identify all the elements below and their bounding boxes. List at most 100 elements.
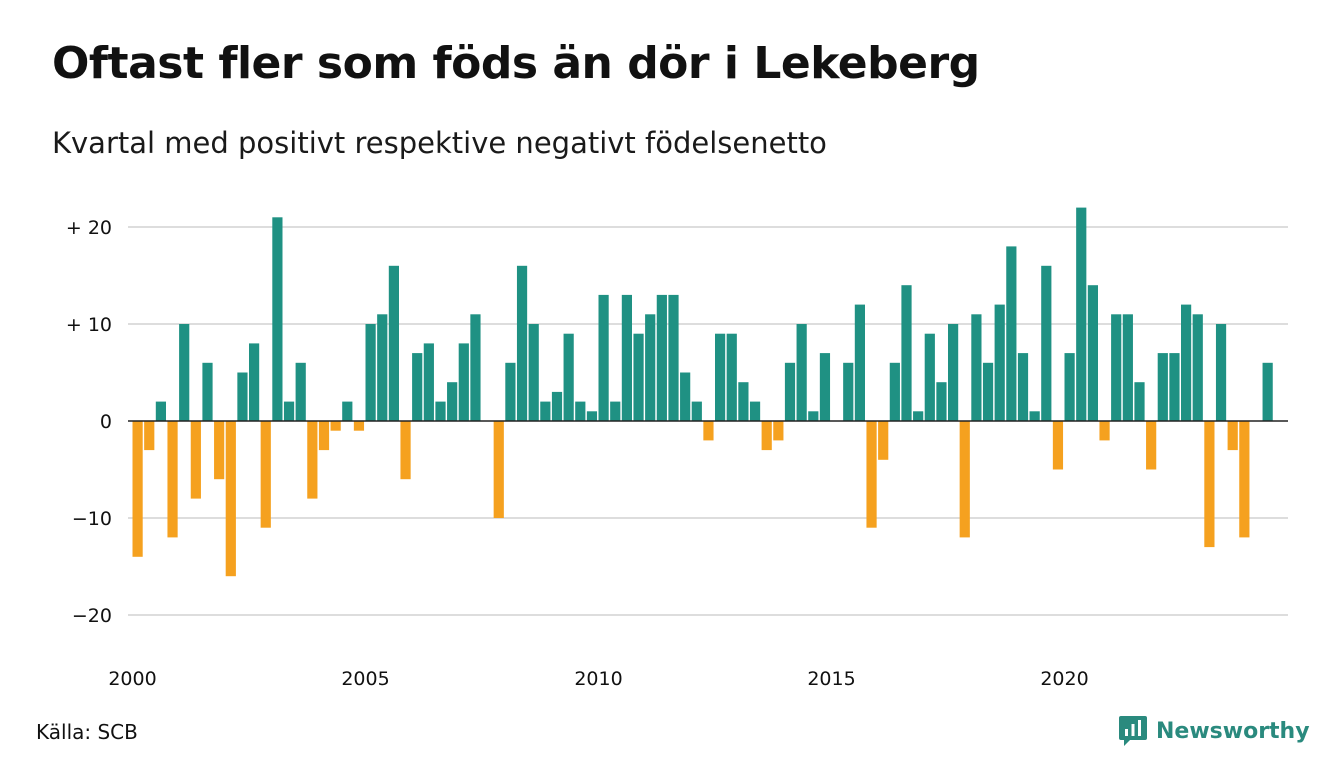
- bar: [913, 411, 924, 421]
- bar: [948, 324, 959, 421]
- bar: [1064, 353, 1075, 421]
- bar: [493, 421, 504, 518]
- axes: + 20 + 10 0 −10 −20 2000 2005 2010 2015 2020: [66, 217, 1288, 690]
- bar: [621, 294, 632, 421]
- bar: [202, 362, 213, 421]
- bar: [260, 421, 271, 528]
- bar: [1029, 411, 1040, 421]
- x-tick-label: 2010: [574, 668, 622, 690]
- bar: [1099, 421, 1110, 441]
- bar: [878, 421, 889, 460]
- bar: [505, 362, 516, 421]
- bar: [982, 362, 994, 421]
- bar: [272, 217, 283, 421]
- bar: [295, 362, 306, 421]
- bar: [167, 421, 178, 538]
- bar: [1017, 353, 1029, 421]
- bar: [388, 265, 399, 421]
- chart-subtitle: Kvartal med positivt respektive negativt…: [52, 126, 827, 160]
- bar: [377, 314, 388, 421]
- bar: [307, 421, 318, 499]
- bar: [994, 304, 1005, 421]
- bar: [1204, 421, 1215, 548]
- bar: [575, 401, 586, 421]
- bar: [808, 411, 819, 421]
- bar: [435, 401, 446, 421]
- bar: [796, 324, 807, 421]
- bar: [1262, 362, 1273, 421]
- bar: [773, 421, 784, 441]
- x-tick-label: 2015: [807, 668, 855, 690]
- bar: [645, 314, 656, 421]
- bar: [901, 285, 912, 421]
- bar: [819, 353, 831, 421]
- bar: [283, 401, 295, 421]
- x-tick-label: 2005: [341, 668, 389, 690]
- bar: [656, 294, 667, 421]
- bar: [598, 294, 609, 421]
- bar: [715, 333, 726, 421]
- bar: [610, 401, 621, 421]
- bar: [854, 304, 865, 421]
- bar: [738, 382, 749, 421]
- bar: [1181, 304, 1192, 421]
- bar: [1192, 314, 1203, 421]
- bars: [132, 207, 1273, 577]
- bar: [365, 324, 376, 421]
- bar: [225, 421, 236, 577]
- bar: [936, 382, 947, 421]
- bar: [318, 421, 330, 451]
- bar: [843, 362, 854, 421]
- bar: [726, 333, 737, 421]
- bar: [132, 421, 143, 557]
- bar: [458, 343, 469, 421]
- bar: [540, 401, 551, 421]
- bar: [249, 343, 260, 421]
- bar: [470, 314, 481, 421]
- bar: [959, 421, 970, 538]
- bar: [924, 333, 935, 421]
- source-note: Källa: SCB: [36, 720, 138, 744]
- bar: [1076, 207, 1087, 421]
- bar: [586, 411, 598, 421]
- bar: [1006, 246, 1017, 421]
- x-tick-label: 2020: [1040, 668, 1088, 690]
- bar: [447, 382, 458, 421]
- bar: [1087, 285, 1098, 421]
- y-tick-label: −20: [72, 605, 112, 627]
- bar: [1111, 314, 1122, 421]
- bar: [516, 265, 528, 421]
- bar: [400, 421, 411, 480]
- bar: [1239, 421, 1250, 538]
- bar: [330, 421, 341, 431]
- bar: [563, 333, 574, 421]
- chart-title: Oftast fler som föds än dör i Lekeberg: [52, 38, 980, 89]
- bar: [1169, 353, 1180, 421]
- bar: [680, 372, 691, 421]
- bar: [971, 314, 982, 421]
- bar: [237, 372, 248, 421]
- bar: [784, 362, 796, 421]
- x-tick-label: 2000: [108, 668, 156, 690]
- bar: [1134, 382, 1145, 421]
- bar: [668, 294, 679, 421]
- bar: [1157, 353, 1168, 421]
- y-tick-label: + 20: [66, 217, 112, 239]
- bar: [190, 421, 201, 499]
- bar: [1146, 421, 1157, 470]
- bar: [866, 421, 877, 528]
- bar: [1215, 324, 1227, 421]
- bar: [214, 421, 225, 480]
- bar: [155, 401, 166, 421]
- bar: [1041, 265, 1052, 421]
- bar: [179, 324, 190, 421]
- bar: [1122, 314, 1133, 421]
- bar: [889, 362, 900, 421]
- bar: [1052, 421, 1064, 470]
- y-tick-label: −10: [72, 508, 112, 530]
- y-tick-label: + 10: [66, 314, 112, 336]
- bar: [144, 421, 155, 451]
- brand-logo: Newsworthy: [1118, 714, 1310, 748]
- bar: [412, 353, 423, 421]
- bar-chart: + 20 + 10 0 −10 −20 2000 2005 2010 2015 2020: [66, 207, 1288, 690]
